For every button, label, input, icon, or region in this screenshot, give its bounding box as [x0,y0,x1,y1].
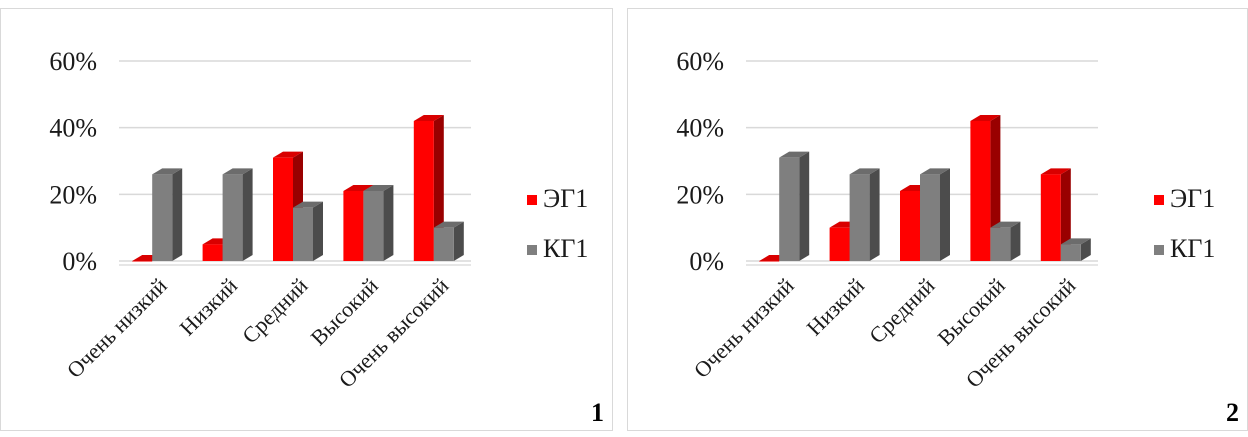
bar-kg-1 [152,168,183,261]
x-tick-label: Очень низкий [689,273,799,383]
bar-kg-5 [433,221,464,261]
bar-kg-5 [1060,238,1091,261]
y-tick-label: 0% [62,247,97,276]
y-tick-label: 40% [49,114,97,143]
x-tick-label: Низкий [175,273,243,341]
chart-panel-2: 0% 20% 40% 60% Очень низкий Низкий Средний Высо… [627,8,1248,431]
chart-2-svg: 0%20%40%60%Очень низкий НизкийСреднийВысо… [676,47,1239,427]
x-tick-label: Средний [864,273,940,349]
x-tick-label: Очень низкий [62,273,172,383]
bar-kg-3 [293,201,323,261]
x-tick-label: Низкий [802,273,870,341]
legend-swatch [527,245,537,255]
bar-kg-4 [990,221,1021,261]
panel-number: 1 [591,398,604,427]
legend-label: ЭГ1 [543,184,588,213]
legend-label: КГ1 [543,234,588,263]
y-tick-label: 60% [676,47,724,76]
x-tick-label: Средний [237,273,313,349]
y-tick-label: 0% [689,247,724,276]
legend-label: ЭГ1 [1170,184,1215,213]
panel-number: 2 [1226,398,1239,427]
bar-eg-5 [1040,168,1071,261]
bar-kg-4 [363,185,394,261]
y-tick-label: 40% [676,114,724,143]
bar-kg-1 [779,151,810,261]
y-tick-label: 60% [49,47,97,76]
legend-swatch [1154,195,1164,205]
y-tick-label: 20% [49,180,97,209]
chart-1-svg: 0%20%40%60%Очень низкий НизкийСреднийВысо… [49,47,604,427]
legend-swatch [527,195,537,205]
bar-kg-2 [849,168,880,261]
y-tick-label: 20% [676,180,724,209]
legend-swatch [1154,245,1164,255]
bar-kg-2 [222,168,253,261]
bar-kg-3 [920,168,950,261]
chart-panel-1: 0% 20% 40% 60% Очень низкий Низкий Средний Высо… [0,8,613,431]
legend-label: КГ1 [1170,234,1215,263]
